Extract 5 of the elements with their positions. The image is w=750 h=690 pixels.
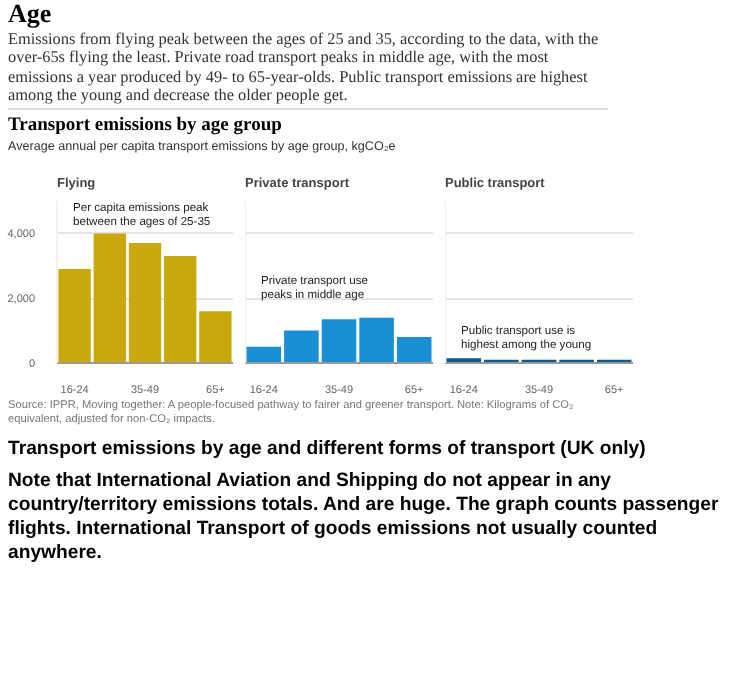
text: Note that International Aviation and Shipping do not appear in any country/territory emissions totals. And are huge. The graph counts passenger flights. International Transport of goods emissions not usually counted anywhere. — [8, 469, 721, 566]
text: Emissions from flying peak between the ages of 25 and 35, according to the data, with the over-65s flying the least. Private road transport peaks in middle age, with the most emissions a year produced by 49- to 65-year-olds. Public transport emissions are highest among the young and decrease the older people get. — [8, 30, 601, 106]
text: Age — [8, 0, 52, 28]
text: Transport emissions by age and different forms of transport (UK only) — [8, 437, 646, 462]
text: Transport emissions by age group — [8, 115, 282, 138]
